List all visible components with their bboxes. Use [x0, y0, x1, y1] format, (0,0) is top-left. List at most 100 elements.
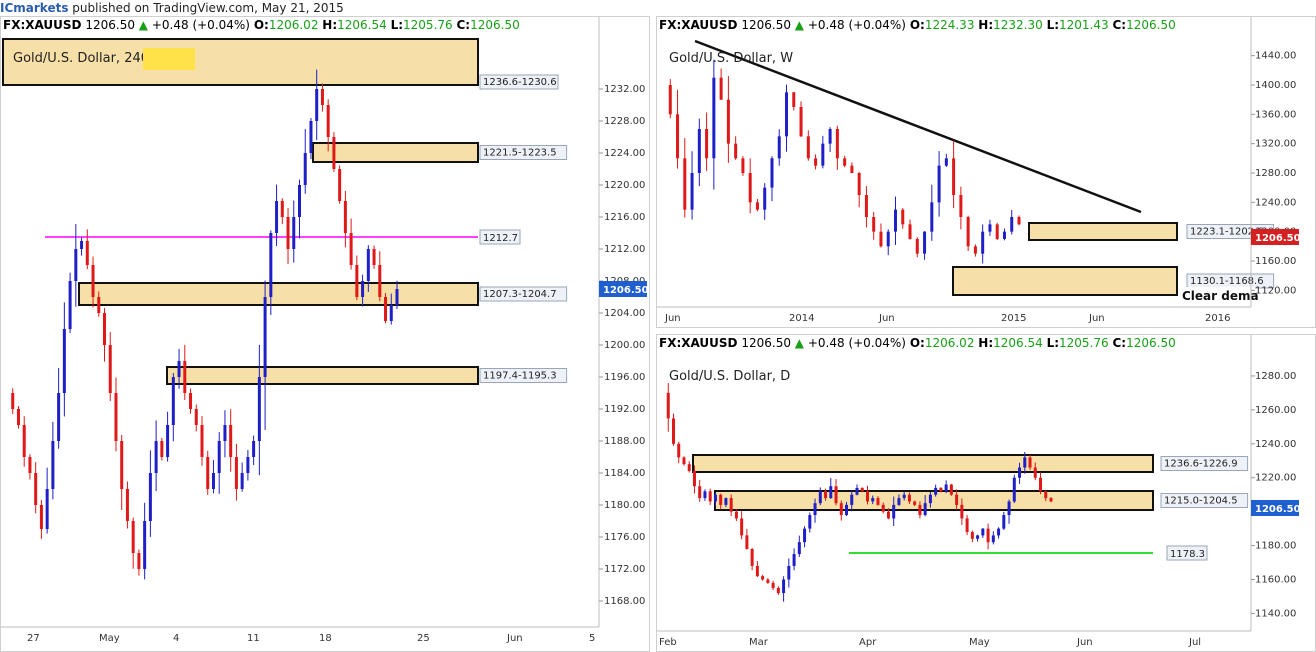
chart-panel-weekly[interactable]: FX:XAUUSD 1206.50 ▲ +0.48 (+0.04%) O:122…: [656, 16, 1316, 328]
h4-candle: [97, 297, 101, 313]
weekly-candle: [857, 173, 861, 195]
daily-candle: [960, 504, 964, 519]
h4-candle: [338, 169, 342, 201]
open-value: 1224.33: [924, 18, 975, 32]
h4-candle: [125, 489, 129, 521]
open-value: 1206.02: [268, 18, 319, 32]
h4-candle: [361, 281, 365, 297]
daily-candle: [740, 518, 744, 536]
h4-ytick-label: 1168.00: [604, 596, 645, 607]
weekly-chart-canvas[interactable]: Gold/U.S. Dollar, W 1223.1-1202.6 1130.1-1…: [657, 17, 1315, 327]
h4-candle: [177, 361, 181, 377]
zone-label-box: [479, 74, 559, 90]
daily-ytick-label: 1140.00: [1255, 608, 1296, 619]
daily-candle: [934, 487, 938, 495]
brand-link[interactable]: ICmarkets: [0, 1, 69, 15]
h4-supply-zone: [312, 142, 479, 163]
h4-candle: [85, 241, 89, 265]
weekly-xtick-label: Jun: [664, 313, 681, 324]
h4-candle: [349, 233, 353, 265]
h4-candle: [275, 201, 279, 233]
h4-chart-canvas[interactable]: Gold/U.S. Dollar, 240 1236.6-1230.6 1221.5…: [1, 17, 649, 651]
h4-lower-demand-zone-label: 1197.4-1195.3: [483, 371, 557, 382]
daily-candle: [913, 501, 917, 505]
h4-current-price-tag: [599, 281, 647, 297]
weekly-candle: [995, 224, 999, 239]
weekly-candle: [930, 202, 934, 232]
h4-lower-demand-zone-label-box: [479, 368, 568, 383]
h4-candle: [263, 297, 267, 377]
chart-panel-h4[interactable]: FX:XAUUSD 1206.50 ▲ +0.48 (+0.04%) O:120…: [0, 16, 650, 652]
daily-candle: [902, 494, 906, 499]
weekly-candle: [915, 239, 919, 254]
daily-candle: [787, 565, 791, 580]
daily-line-label-box: [1166, 545, 1208, 561]
daily-candle: [1028, 457, 1032, 468]
h4-candle: [343, 201, 347, 233]
h4-candle: [366, 249, 370, 281]
daily-candle: [824, 491, 828, 499]
weekly-candle: [719, 77, 723, 100]
weekly-current-price-tag-text: 1206.50: [1255, 233, 1301, 244]
daily-candle: [687, 464, 691, 471]
daily-candle: [970, 532, 974, 539]
weekly-ytick-label: 1160.00: [1255, 256, 1296, 267]
last-price: 1206.50: [741, 336, 791, 350]
h4-ytick-label: 1176.00: [604, 532, 645, 543]
high-value: 1206.54: [993, 336, 1043, 350]
close-value: 1206.50: [1126, 18, 1176, 32]
h4-xtick-label: Jun: [506, 633, 523, 644]
h4-candle: [389, 305, 393, 321]
daily-candle: [692, 470, 696, 487]
h4-candle: [143, 521, 147, 569]
h4-candle: [320, 89, 324, 105]
h4-ytick-label: 1224.00: [604, 148, 645, 159]
daily-chart-canvas[interactable]: Gold/U.S. Dollar, D 1236.6-1226.9 1215.0-1…: [657, 335, 1315, 651]
h4-candle: [206, 457, 210, 489]
daily-candle: [965, 518, 969, 533]
h4-candle: [384, 297, 388, 321]
h4-candle: [80, 241, 84, 249]
weekly-ytick-label: 1280.00: [1255, 168, 1296, 179]
h4-ytick-label: 1232.00: [604, 84, 645, 95]
h4-candle: [137, 553, 141, 569]
daily-candle: [818, 491, 822, 504]
weekly-candle: [785, 92, 789, 137]
h4-candle: [183, 361, 187, 393]
daily-candle: [829, 486, 833, 499]
weekly-candle: [676, 114, 680, 159]
daily-candle: [803, 528, 807, 543]
h4-candle: [269, 233, 273, 297]
weekly-xtick-label: Jun: [878, 313, 895, 324]
daily-ytick-label: 1160.00: [1255, 575, 1296, 586]
symbol-label: FX:XAUUSD: [659, 336, 738, 350]
weekly-note: Clear dema: [1182, 289, 1259, 303]
daily-xtick-label: Apr: [859, 637, 877, 648]
daily-supply-zone-label-box: [1160, 456, 1249, 471]
weekly-candle: [901, 209, 905, 225]
daily-candle: [808, 515, 812, 529]
h4-candle: [120, 441, 124, 489]
h4-candle: [229, 425, 233, 457]
h4-ytick-label: 1204.00: [604, 308, 645, 319]
h4-candle: [303, 153, 307, 185]
weekly-candle: [799, 107, 803, 137]
h4-candle: [378, 265, 382, 297]
h4-ytick-label: 1220.00: [604, 180, 645, 191]
chart-panel-daily[interactable]: FX:XAUUSD 1206.50 ▲ +0.48 (+0.04%) O:120…: [656, 334, 1316, 652]
h4-candle: [22, 425, 26, 457]
h4-ytick-label: 1192.00: [604, 404, 645, 415]
daily-ytick-label: 1180.00: [1255, 541, 1296, 552]
weekly-candle: [959, 195, 963, 217]
daily-candle: [1018, 467, 1022, 478]
h4-candle: [91, 265, 95, 297]
h4-xtick-label: 5: [589, 633, 595, 644]
h4-candle: [292, 217, 296, 249]
weekly-ytick-label: 1120.00: [1255, 285, 1296, 296]
h4-candle: [217, 441, 221, 473]
weekly-candle: [988, 224, 992, 232]
symbol-label: FX:XAUUSD: [3, 18, 82, 32]
weekly-demand-zone: [952, 266, 1178, 296]
h4-candle: [309, 121, 313, 153]
h4-candle: [280, 201, 284, 217]
